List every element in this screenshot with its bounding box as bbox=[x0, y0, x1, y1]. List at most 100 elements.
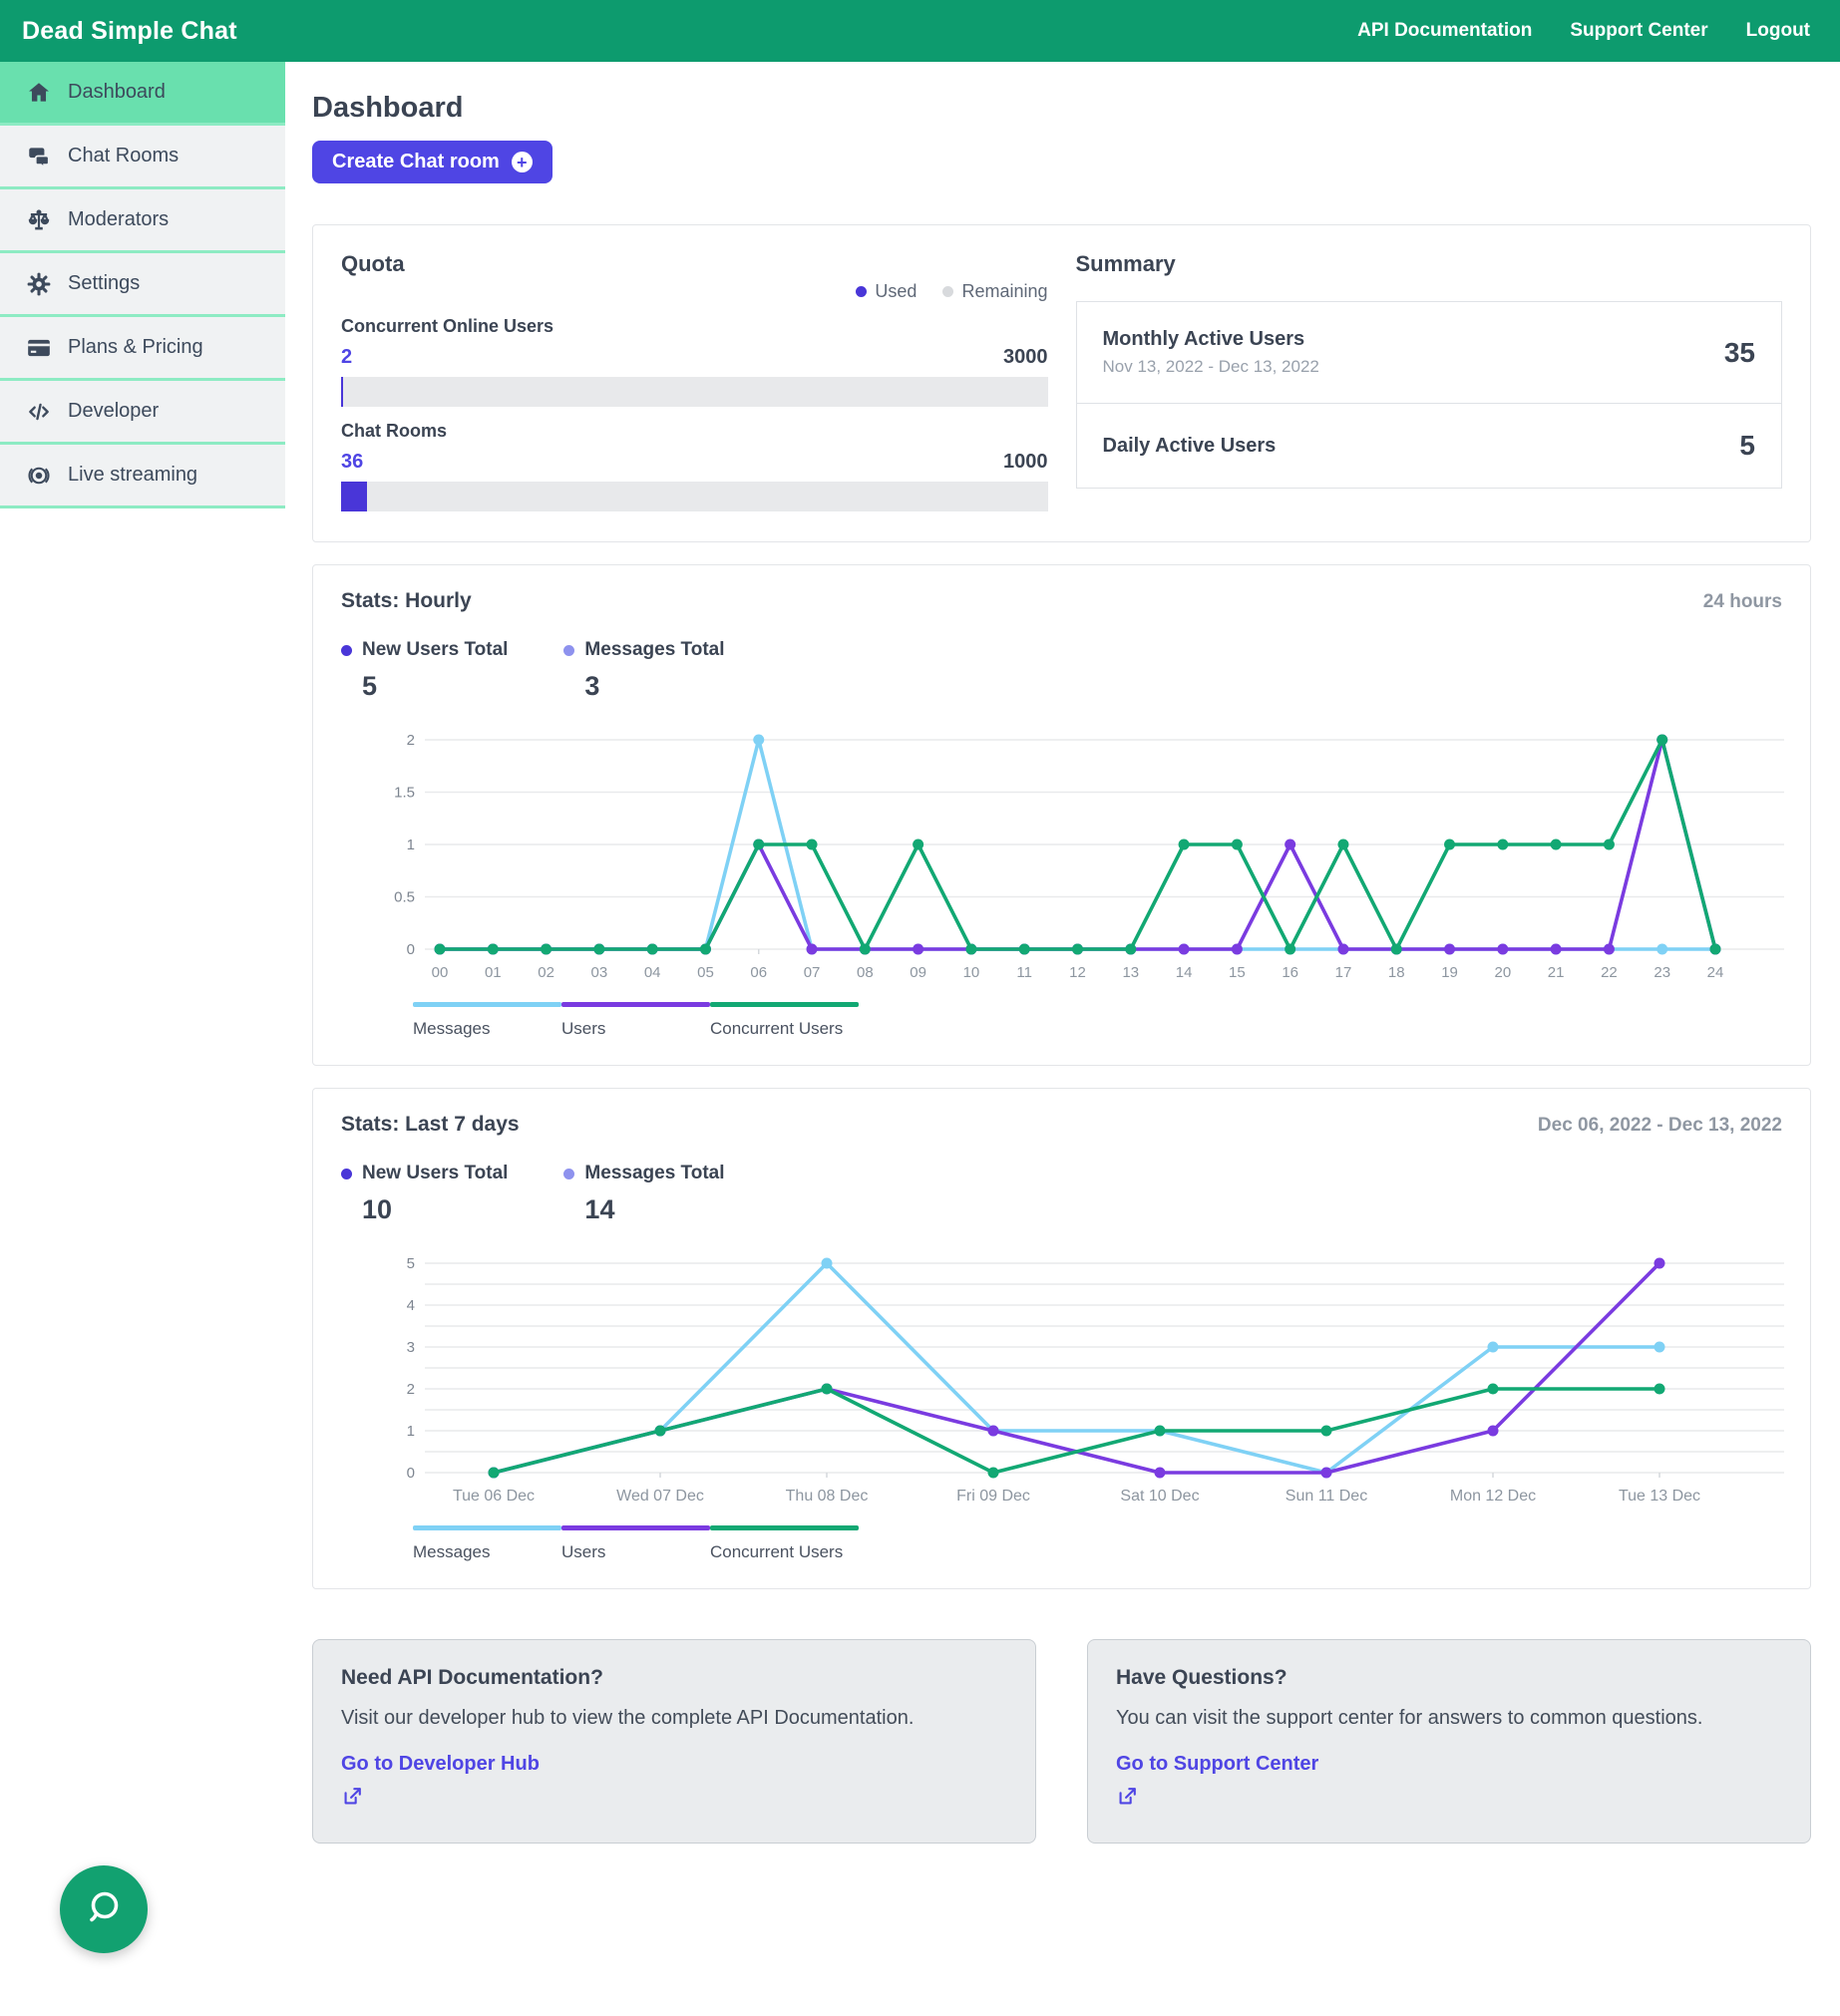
quota-meter-chat-rooms: Chat Rooms361000 bbox=[341, 421, 1048, 511]
svg-text:02: 02 bbox=[538, 964, 554, 981]
legend-line-icon bbox=[561, 1002, 710, 1007]
svg-text:00: 00 bbox=[432, 964, 449, 981]
svg-text:3: 3 bbox=[407, 1339, 415, 1356]
svg-text:Tue 06 Dec: Tue 06 Dec bbox=[453, 1488, 535, 1505]
svg-text:05: 05 bbox=[697, 964, 714, 981]
meter-limit-value: 1000 bbox=[1003, 451, 1048, 474]
svg-text:Sun 11 Dec: Sun 11 Dec bbox=[1286, 1488, 1367, 1505]
top-link-api-documentation[interactable]: API Documentation bbox=[1357, 20, 1532, 42]
legend-line-icon bbox=[413, 1002, 561, 1007]
summary-section: Summary Monthly Active UsersNov 13, 2022… bbox=[1076, 251, 1783, 511]
meter-label: Chat Rooms bbox=[341, 421, 1048, 442]
legend-item-concurrent-users: Concurrent Users bbox=[710, 1525, 859, 1562]
hourly-chart: 00.511.520001020304050607080910111213141… bbox=[341, 710, 1782, 992]
svg-text:24: 24 bbox=[1707, 964, 1724, 981]
top-nav: API Documentation Support Center Logout bbox=[1357, 20, 1810, 42]
legend-item-messages: Messages bbox=[413, 1525, 561, 1562]
sidebar-item-dashboard[interactable]: Dashboard bbox=[0, 62, 285, 126]
external-link-icon[interactable] bbox=[1116, 1786, 1782, 1813]
svg-text:Fri 09 Dec: Fri 09 Dec bbox=[956, 1488, 1030, 1505]
legend-used: Used bbox=[856, 281, 917, 302]
page-title: Dashboard bbox=[312, 92, 1811, 125]
svg-text:0.5: 0.5 bbox=[394, 889, 415, 906]
svg-text:16: 16 bbox=[1282, 964, 1298, 981]
create-chat-room-label: Create Chat room bbox=[332, 151, 500, 173]
stats-hourly-range: 24 hours bbox=[1703, 591, 1782, 613]
legend-label: Concurrent Users bbox=[710, 1542, 859, 1562]
svg-text:10: 10 bbox=[963, 964, 980, 981]
scale-icon bbox=[26, 207, 52, 233]
total-label: Messages Total bbox=[584, 1163, 724, 1184]
legend-line-icon bbox=[710, 1002, 859, 1007]
summary-row-value: 35 bbox=[1724, 337, 1755, 369]
card-icon bbox=[26, 335, 52, 361]
meter-label: Concurrent Online Users bbox=[341, 316, 1048, 337]
summary-row-label: Monthly Active Users bbox=[1103, 328, 1319, 351]
summary-row-label: Daily Active Users bbox=[1103, 435, 1277, 458]
meter-progress-fill bbox=[341, 377, 343, 407]
total-value: 5 bbox=[362, 671, 508, 702]
stats-week-title: Stats: Last 7 days bbox=[341, 1113, 520, 1137]
go-to-support-center-link[interactable]: Go to Support Center bbox=[1116, 1753, 1782, 1776]
svg-text:08: 08 bbox=[857, 964, 874, 981]
hourly-chart-legend: MessagesUsersConcurrent Users bbox=[413, 1002, 1782, 1039]
sidebar-item-label: Developer bbox=[68, 400, 159, 423]
sidebar-item-plans-pricing[interactable]: Plans & Pricing bbox=[0, 317, 285, 381]
svg-text:0: 0 bbox=[407, 941, 415, 958]
sidebar-item-developer[interactable]: Developer bbox=[0, 381, 285, 445]
svg-text:21: 21 bbox=[1548, 964, 1565, 981]
legend-item-users: Users bbox=[561, 1002, 710, 1039]
sidebar-item-label: Moderators bbox=[68, 208, 169, 231]
used-dot-icon bbox=[856, 286, 867, 297]
sidebar-item-label: Live streaming bbox=[68, 464, 197, 487]
legend-label: Messages bbox=[413, 1542, 561, 1562]
legend-label: Users bbox=[561, 1542, 710, 1562]
weekly-chart: 012345Tue 06 DecWed 07 DecThu 08 DecFri … bbox=[341, 1233, 1782, 1515]
stats-week-range: Dec 06, 2022 - Dec 13, 2022 bbox=[1538, 1115, 1782, 1137]
sidebar-item-moderators[interactable]: Moderators bbox=[0, 189, 285, 253]
go-to-developer-hub-link[interactable]: Go to Developer Hub bbox=[341, 1753, 1007, 1776]
info-card-title: Need API Documentation? bbox=[341, 1666, 1007, 1690]
chat-icon bbox=[26, 144, 52, 169]
legend-item-concurrent-users: Concurrent Users bbox=[710, 1002, 859, 1039]
stats-week-card: Stats: Last 7 days Dec 06, 2022 - Dec 13… bbox=[312, 1088, 1811, 1589]
svg-text:2: 2 bbox=[407, 732, 415, 749]
total-value: 3 bbox=[584, 671, 724, 702]
meter-progress-track bbox=[341, 377, 1048, 407]
summary-box: Monthly Active UsersNov 13, 2022 - Dec 1… bbox=[1076, 301, 1783, 489]
home-icon bbox=[26, 80, 52, 106]
sidebar-item-settings[interactable]: Settings bbox=[0, 253, 285, 317]
svg-text:11: 11 bbox=[1016, 964, 1032, 981]
weekly-chart-legend: MessagesUsersConcurrent Users bbox=[413, 1525, 1782, 1562]
chat-bubble-icon bbox=[84, 1887, 124, 1932]
summary-title: Summary bbox=[1076, 251, 1783, 277]
svg-text:14: 14 bbox=[1176, 964, 1193, 981]
create-chat-room-button[interactable]: Create Chat room + bbox=[312, 141, 552, 183]
legend-line-icon bbox=[413, 1525, 561, 1530]
info-card-body: Visit our developer hub to view the comp… bbox=[341, 1704, 939, 1733]
main-content: Dashboard Create Chat room + Quota Used … bbox=[285, 62, 1840, 2016]
sidebar-item-chat-rooms[interactable]: Chat Rooms bbox=[0, 126, 285, 189]
quota-section: Quota Used Remaining Concurrent Online U… bbox=[341, 251, 1048, 511]
top-link-logout[interactable]: Logout bbox=[1746, 20, 1810, 42]
sidebar-item-label: Plans & Pricing bbox=[68, 336, 203, 359]
quota-meter-concurrent-online-users: Concurrent Online Users23000 bbox=[341, 316, 1048, 407]
summary-row-daily-active-users: Daily Active Users5 bbox=[1077, 403, 1782, 488]
quota-title: Quota bbox=[341, 251, 1048, 277]
svg-text:22: 22 bbox=[1601, 964, 1618, 981]
svg-text:Tue 13 Dec: Tue 13 Dec bbox=[1619, 1488, 1700, 1505]
svg-text:01: 01 bbox=[485, 964, 502, 981]
sidebar-item-live-streaming[interactable]: Live streaming bbox=[0, 445, 285, 508]
info-card-title: Have Questions? bbox=[1116, 1666, 1782, 1690]
svg-text:19: 19 bbox=[1441, 964, 1458, 981]
sidebar-item-label: Chat Rooms bbox=[68, 145, 179, 168]
svg-text:13: 13 bbox=[1122, 964, 1139, 981]
total-label: New Users Total bbox=[362, 639, 508, 661]
external-link-icon[interactable] bbox=[341, 1786, 1007, 1813]
svg-text:4: 4 bbox=[407, 1297, 415, 1314]
chat-widget-button[interactable] bbox=[60, 1865, 148, 1953]
svg-text:1.5: 1.5 bbox=[394, 785, 415, 802]
legend-remaining: Remaining bbox=[942, 281, 1047, 302]
top-link-support-center[interactable]: Support Center bbox=[1570, 20, 1707, 42]
stats-hourly-card: Stats: Hourly 24 hours New Users Total5M… bbox=[312, 564, 1811, 1066]
